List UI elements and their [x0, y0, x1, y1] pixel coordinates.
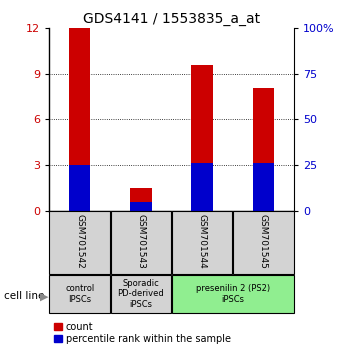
Bar — [69, 28, 90, 211]
Bar — [253, 87, 274, 211]
Bar — [130, 201, 152, 211]
Text: Sporadic
PD-derived
iPSCs: Sporadic PD-derived iPSCs — [118, 279, 164, 309]
Bar — [111, 211, 171, 274]
Text: GSM701544: GSM701544 — [198, 214, 206, 269]
Text: GSM701542: GSM701542 — [75, 214, 84, 269]
Bar — [111, 275, 171, 313]
Title: GDS4141 / 1553835_a_at: GDS4141 / 1553835_a_at — [83, 12, 260, 26]
Text: GSM701543: GSM701543 — [136, 214, 145, 269]
Bar — [130, 188, 152, 211]
Text: presenilin 2 (PS2)
iPSCs: presenilin 2 (PS2) iPSCs — [196, 284, 270, 303]
Bar — [69, 165, 90, 211]
Text: control
IPSCs: control IPSCs — [65, 284, 94, 303]
Bar — [191, 163, 213, 211]
Bar — [172, 275, 294, 313]
Text: ▶: ▶ — [40, 291, 49, 301]
Bar — [233, 211, 294, 274]
Bar — [253, 163, 274, 211]
Text: cell line: cell line — [4, 291, 44, 301]
Bar — [191, 65, 213, 211]
Bar — [172, 211, 232, 274]
Bar — [49, 275, 110, 313]
Legend: count, percentile rank within the sample: count, percentile rank within the sample — [54, 322, 231, 344]
Bar — [49, 211, 110, 274]
Text: GSM701545: GSM701545 — [259, 214, 268, 269]
